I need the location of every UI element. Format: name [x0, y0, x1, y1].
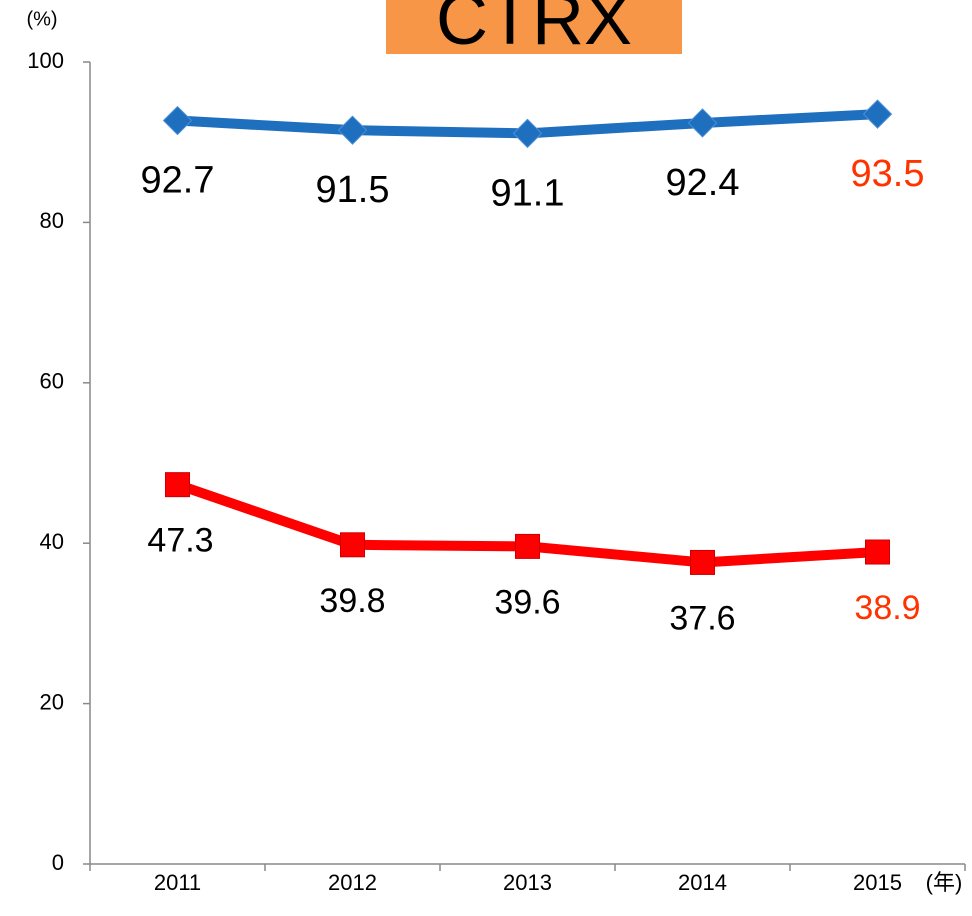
y-tick-label: 80: [40, 208, 64, 233]
marker: [865, 539, 890, 565]
marker: [165, 472, 190, 498]
x-tick-label: 2011: [154, 870, 201, 895]
marker: [162, 105, 193, 136]
marker: [687, 108, 718, 138]
y-tick-label: 40: [40, 529, 64, 554]
data-label: 39.6: [494, 583, 560, 621]
data-label: 92.4: [666, 162, 740, 204]
y-tick-label: 20: [40, 689, 64, 714]
marker: [512, 118, 543, 149]
data-label: 92.7: [141, 160, 215, 202]
x-tick-label: 2014: [678, 870, 727, 895]
marker: [340, 532, 365, 558]
chart-title: CTRX: [436, 0, 632, 60]
x-tick-label: 2012: [328, 870, 377, 895]
y-axis-label: (%): [26, 8, 57, 30]
data-label: 91.5: [316, 169, 390, 211]
x-axis-label: (年): [926, 870, 963, 895]
y-tick-label: 60: [40, 369, 64, 394]
marker: [515, 533, 540, 559]
data-label: 37.6: [669, 599, 735, 637]
data-label: 39.8: [319, 582, 385, 620]
x-tick-label: 2015: [853, 870, 902, 895]
marker: [862, 99, 893, 129]
data-label: 38.9: [854, 589, 920, 627]
title-background: [386, 0, 682, 54]
data-label: 93.5: [851, 153, 925, 195]
x-tick-label: 2013: [503, 870, 552, 895]
marker: [690, 549, 715, 575]
marker: [337, 115, 368, 145]
data-label: 47.3: [147, 522, 213, 560]
y-tick-label: 0: [52, 850, 64, 875]
y-tick-label: 100: [27, 48, 64, 73]
data-label: 91.1: [491, 172, 565, 214]
